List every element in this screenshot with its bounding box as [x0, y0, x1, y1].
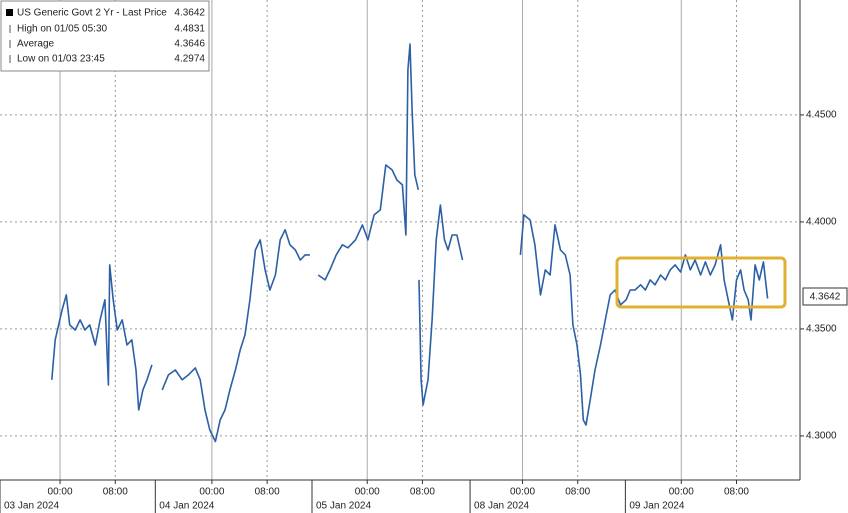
y-tick-label: 4.4000 — [806, 217, 837, 228]
date-label: 08 Jan 2024 — [474, 501, 529, 512]
last-price-tag: 4.3642 — [802, 287, 848, 306]
plot — [51, 43, 769, 443]
x-tick-label: 08:00 — [103, 487, 128, 498]
date-label: 04 Jan 2024 — [159, 501, 214, 512]
legend-value: 4.3642 — [174, 8, 205, 19]
legend-rows: High on 01/05 05:30 4.4831 Average 4.3646 Lo… — [9, 24, 205, 65]
y-tick-label: 4.3500 — [806, 324, 837, 335]
price-line — [51, 43, 769, 443]
legend: US Generic Govt 2 Yr - Last Price 4.3642… — [0, 0, 210, 72]
legend-value: 4.4831 — [174, 24, 205, 35]
x-tick-label: 08:00 — [255, 487, 280, 498]
y-tick-label: 4.3000 — [806, 431, 837, 442]
y-tick-label: 4.4500 — [806, 110, 837, 121]
date-label: 05 Jan 2024 — [316, 501, 371, 512]
date-label: 09 Jan 2024 — [629, 501, 684, 512]
date-label: 03 Jan 2024 — [4, 501, 59, 512]
legend-icon — [6, 9, 13, 16]
last-price-label: 4.3642 — [810, 292, 841, 303]
legend-value: 4.2974 — [174, 54, 205, 65]
legend-label: Average — [17, 39, 55, 50]
x-tick-label: 00:00 — [48, 487, 73, 498]
legend-label: High on 01/05 05:30 — [17, 24, 108, 35]
x-tick-label: 08:00 — [565, 487, 590, 498]
x-tick-label: 00:00 — [199, 487, 224, 498]
legend-label: US Generic Govt 2 Yr - Last Price — [17, 8, 167, 19]
x-tick-label: 08:00 — [410, 487, 435, 498]
x-tick-label: 00:00 — [510, 487, 535, 498]
x-tick-label: 00:00 — [355, 487, 380, 498]
legend-box — [0, 0, 210, 72]
highlight-box — [615, 256, 787, 309]
x-tick-label: 08:00 — [724, 487, 749, 498]
last-price-box — [802, 287, 848, 306]
legend-value: 4.3646 — [174, 39, 205, 50]
x-tick-label: 00:00 — [669, 487, 694, 498]
legend-label: Low on 01/03 23:45 — [17, 54, 105, 65]
axes: 4.3000 4.3500 4.4000 4.4500 00:00 08:00 00:00 0… — [0, 110, 837, 513]
